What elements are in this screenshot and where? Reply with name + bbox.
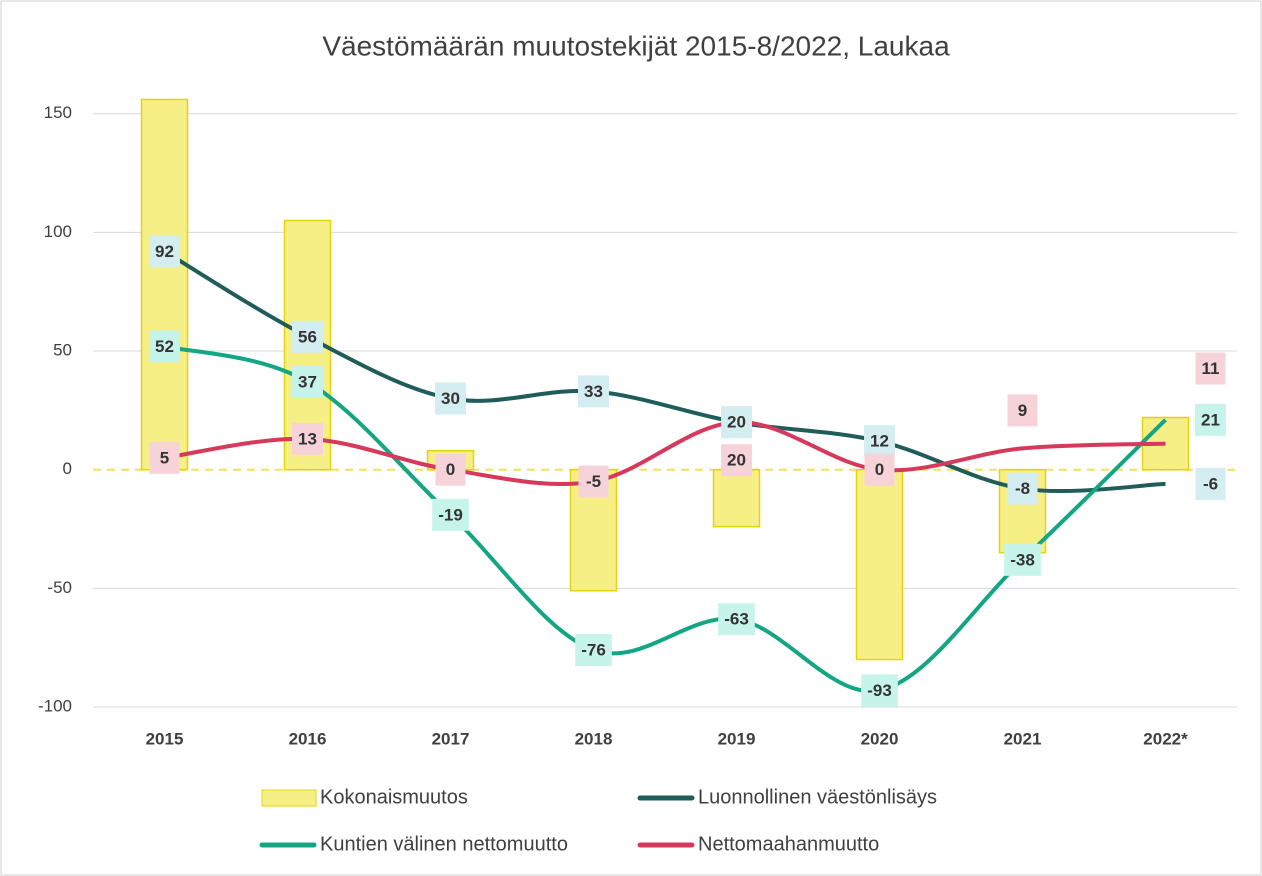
data-label-box	[292, 320, 323, 353]
data-label: 52	[149, 330, 180, 363]
data-label: -6	[1195, 467, 1226, 500]
x-tick-label: 2019	[718, 729, 756, 748]
data-label-text: 52	[155, 337, 174, 356]
data-label: 37	[292, 365, 323, 398]
data-label-box	[575, 634, 612, 667]
data-label-text: 30	[441, 389, 460, 408]
y-tick-label: 150	[44, 103, 72, 122]
legend-label: Luonnollinen väestönlisäys	[698, 786, 937, 808]
data-label-box	[149, 441, 180, 474]
data-label-text: 11	[1202, 359, 1220, 378]
data-label: 12	[864, 425, 895, 458]
data-label: 0	[435, 453, 466, 486]
y-tick-label: 0	[63, 459, 72, 478]
data-label-box	[1195, 467, 1226, 500]
data-label: 20	[721, 406, 752, 439]
data-label-text: 12	[870, 432, 889, 451]
data-label-text: -93	[867, 681, 892, 700]
data-label-box	[578, 465, 609, 498]
x-tick-label: 2022*	[1143, 729, 1188, 748]
data-label-text: 20	[727, 413, 746, 432]
data-label: 56	[292, 320, 323, 353]
data-label-text: 0	[446, 460, 455, 479]
x-tick-label: 2017	[432, 729, 470, 748]
data-label: 5	[149, 441, 180, 474]
data-label-box	[435, 382, 466, 415]
data-label-text: -5	[586, 472, 601, 491]
data-label-box	[292, 365, 323, 398]
legend-label: Kokonaismuutos	[320, 786, 468, 808]
data-label-box	[721, 406, 752, 439]
data-label-box	[864, 453, 895, 486]
data-label-text: 0	[875, 460, 884, 479]
data-label: 33	[578, 375, 609, 408]
data-label: -19	[432, 498, 469, 531]
data-label: 13	[292, 422, 323, 455]
data-label-box	[1195, 403, 1226, 436]
data-label-box	[861, 674, 898, 707]
x-tick-label: 2020	[861, 729, 899, 748]
bar	[712, 468, 761, 528]
data-label-box	[721, 444, 752, 477]
data-label: -76	[575, 634, 612, 667]
legend-label: Nettomaahanmuutto	[698, 833, 879, 855]
data-label: 9	[1007, 394, 1038, 427]
data-label-box	[864, 425, 895, 458]
y-tick-label: 50	[53, 341, 72, 360]
data-label-text: -6	[1203, 474, 1218, 493]
x-tick-label: 2021	[1004, 729, 1042, 748]
data-label-box	[149, 330, 180, 363]
data-label-text: 56	[298, 327, 317, 346]
y-tick-label: 100	[44, 222, 72, 241]
data-label-text: -8	[1015, 479, 1030, 498]
data-label-text: 20	[727, 451, 746, 470]
data-label: 92	[149, 235, 180, 268]
data-label: -93	[861, 674, 898, 707]
data-label-box	[1195, 352, 1226, 385]
bar	[140, 98, 189, 471]
data-label: -38	[1004, 543, 1041, 576]
data-label-box	[718, 603, 755, 636]
x-tick-label: 2015	[146, 729, 184, 748]
x-tick-label: 2018	[575, 729, 613, 748]
data-label-text: -19	[438, 505, 463, 524]
data-label-box	[292, 422, 323, 455]
data-label-box	[149, 235, 180, 268]
data-label-text: 33	[584, 382, 603, 401]
data-label-text: -63	[724, 610, 749, 629]
data-label-box	[432, 498, 469, 531]
data-label: -5	[578, 465, 609, 498]
data-label-text: 5	[160, 448, 169, 467]
x-tick-label: 2016	[289, 729, 327, 748]
data-label-text: 21	[1201, 410, 1220, 429]
y-tick-label: -100	[38, 696, 72, 715]
data-label: 0	[864, 453, 895, 486]
data-label-text: 92	[155, 242, 174, 261]
data-label: -63	[718, 603, 755, 636]
data-label-text: 37	[298, 372, 317, 391]
legend-label: Kuntien välinen nettomuutto	[320, 833, 568, 855]
data-label: 11	[1195, 352, 1226, 385]
data-label-text: 13	[298, 429, 317, 448]
data-label: 21	[1195, 403, 1226, 436]
data-label: 30	[435, 382, 466, 415]
line	[163, 249, 1166, 494]
data-label: 20	[721, 444, 752, 477]
data-label-box	[1007, 394, 1038, 427]
data-label: -8	[1007, 472, 1038, 505]
data-label-text: 9	[1018, 401, 1027, 420]
data-label-box	[578, 375, 609, 408]
data-label-box	[1004, 543, 1041, 576]
y-tick-label: -50	[47, 578, 72, 597]
data-label-box	[435, 453, 466, 486]
data-label-box	[1007, 472, 1038, 505]
chart-title: Väestömäärän muutostekijät 2015-8/2022, …	[322, 30, 950, 61]
data-label-text: -38	[1010, 550, 1035, 569]
bar	[855, 468, 904, 661]
data-label-text: -76	[581, 641, 606, 660]
legend-swatch	[261, 789, 317, 807]
